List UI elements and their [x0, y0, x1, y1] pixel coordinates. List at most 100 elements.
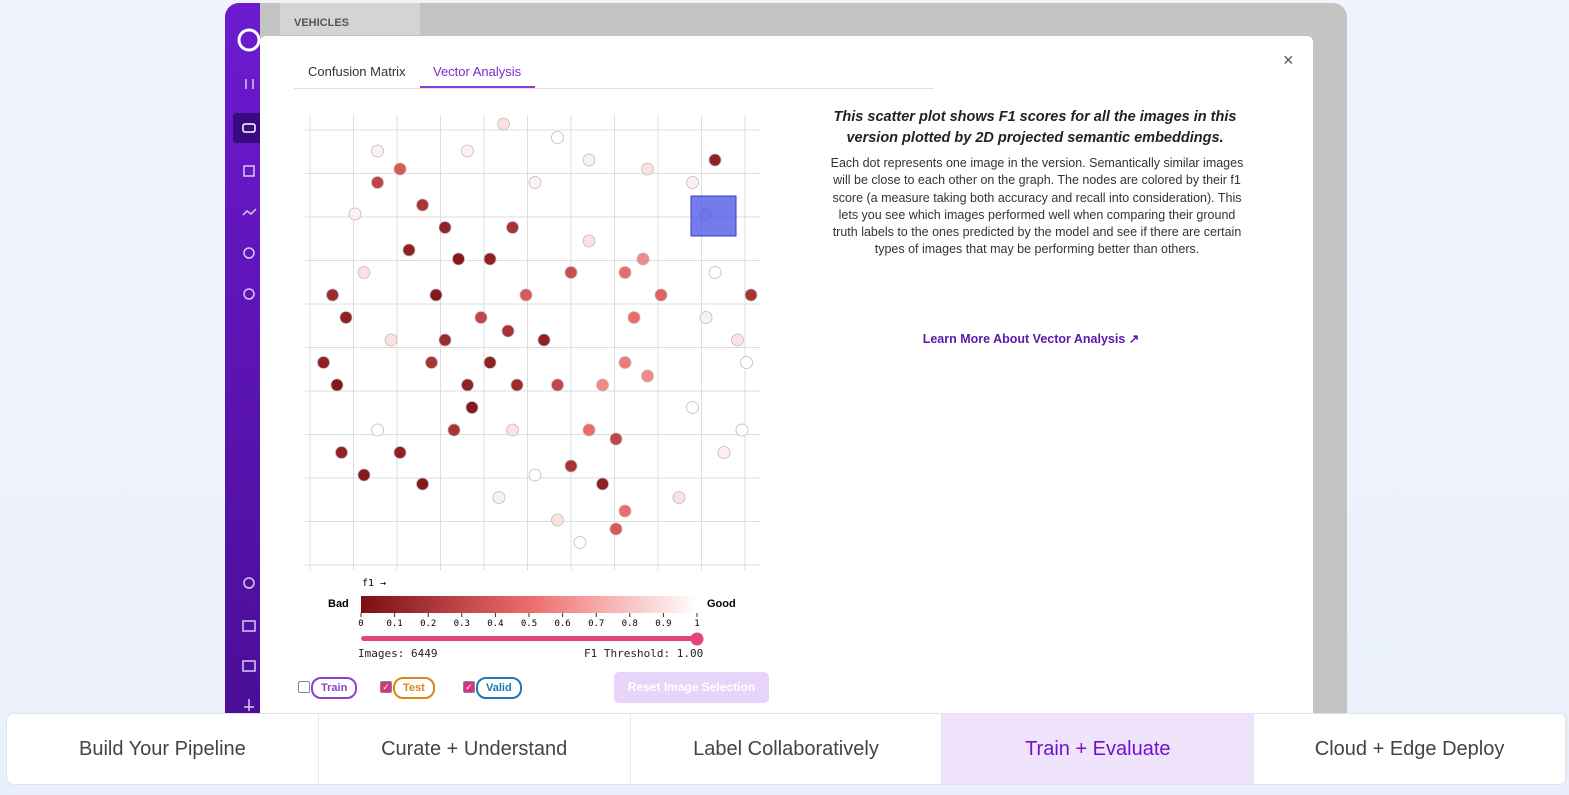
data-point [519, 288, 533, 302]
data-point [483, 252, 497, 266]
data-point [596, 378, 609, 392]
data-point [708, 153, 722, 167]
colorbar-high: Good [707, 598, 736, 610]
colorbar-tick-label: 0 [358, 619, 363, 629]
data-point [416, 198, 429, 212]
data-point [461, 144, 474, 158]
selection-box [690, 195, 737, 237]
data-point [357, 266, 371, 279]
data-point [618, 504, 632, 518]
filter-chip[interactable]: Test [393, 677, 435, 699]
tab-underline [420, 86, 535, 88]
data-point [393, 446, 407, 459]
bottom-tab[interactable]: Train + Evaluate [942, 714, 1255, 784]
data-point [416, 477, 429, 491]
data-point [641, 162, 654, 176]
data-point [317, 356, 330, 369]
logo [237, 28, 261, 52]
tab[interactable]: Confusion Matrix [308, 64, 406, 79]
colorbar-tick-label: 0.7 [588, 619, 604, 629]
data-point [731, 333, 744, 347]
data-point [384, 333, 398, 347]
colorbar-tick-label: 0.1 [386, 619, 402, 629]
bottom-tab[interactable]: Build Your Pipeline [7, 714, 319, 784]
sidebar-icons [233, 28, 263, 711]
data-point [708, 266, 722, 279]
data-point [402, 243, 416, 257]
data-point [501, 324, 515, 338]
colorbar-tick-label: 0.2 [420, 619, 436, 629]
filter-chip[interactable]: Valid [476, 677, 522, 699]
bottom-tab[interactable]: Label Collaboratively [631, 714, 943, 784]
active-nav[interactable] [233, 113, 263, 143]
data-point [326, 288, 339, 302]
learn-more-link[interactable]: Learn More About Vector Analysis ↗ [922, 332, 1140, 346]
close-button[interactable]: × [1283, 50, 1294, 70]
filter-checkbox[interactable]: ✓ [380, 681, 392, 693]
data-point [506, 423, 519, 437]
data-point [582, 234, 596, 248]
data-point [551, 378, 564, 392]
bottom-tab[interactable]: Curate + Understand [319, 714, 631, 784]
data-point [528, 176, 542, 189]
data-point [528, 468, 542, 482]
data-point [452, 252, 465, 266]
colorbar-label: f1 → [362, 578, 387, 589]
data-point [510, 378, 524, 392]
tab[interactable]: Vector Analysis [433, 64, 522, 79]
data-point [425, 356, 438, 369]
tab-divider [294, 88, 934, 89]
colorbar-tick-label: 0.9 [655, 619, 671, 629]
data-point [447, 423, 461, 437]
data-point [618, 356, 632, 369]
reset-button[interactable]: Reset Image Selection [614, 672, 769, 703]
data-point [551, 131, 564, 144]
threshold-track [361, 636, 697, 641]
data-point [582, 153, 596, 167]
data-point [474, 311, 488, 324]
data-point [618, 266, 632, 279]
data-point [582, 423, 596, 437]
data-point [686, 401, 699, 414]
threshold-label: F1 Threshold: 1.00 [584, 647, 704, 660]
header-tab: VEHICLES [280, 3, 420, 35]
data-point [429, 288, 443, 302]
data-point [330, 378, 344, 392]
data-point [699, 311, 713, 324]
colorbar-tick-label: 0.4 [487, 619, 503, 629]
data-point [371, 176, 384, 189]
data-point [492, 491, 506, 504]
data-point [537, 333, 551, 347]
colorbar-tick-label: 0.8 [622, 619, 638, 629]
data-point [339, 311, 353, 324]
data-point [335, 446, 348, 459]
sidebar [225, 3, 263, 723]
bottom-tabs: Build Your Pipeline Curate + Understand La… [6, 713, 1567, 785]
data-point [740, 356, 753, 369]
data-point [564, 459, 578, 473]
data-point [596, 477, 609, 491]
colorbar-tick-label: 0.3 [454, 619, 470, 629]
filter-checkbox[interactable]: ✓ [463, 681, 475, 693]
section-label: VEHICLES [294, 17, 350, 29]
colorbar-tick-label: 1 [694, 619, 699, 629]
colorbar [361, 596, 697, 613]
threshold-knob [690, 632, 704, 646]
data-point [371, 423, 384, 437]
data-point [672, 491, 686, 504]
data-point [371, 144, 384, 158]
filter-chip[interactable]: Train [311, 677, 358, 699]
filter-checkbox[interactable] [298, 681, 310, 693]
data-point [438, 333, 452, 347]
description-body: Each dot represents one image in the ver… [830, 156, 1244, 257]
data-point [564, 266, 578, 279]
bottom-tab[interactable]: Cloud + Edge Deploy [1254, 714, 1566, 784]
data-point [627, 311, 641, 324]
data-point [654, 288, 668, 302]
data-point [393, 162, 407, 176]
data-point [686, 176, 699, 189]
data-point [497, 117, 510, 131]
colorbar-tick-label: 0.6 [554, 619, 570, 629]
data-point [641, 369, 654, 383]
